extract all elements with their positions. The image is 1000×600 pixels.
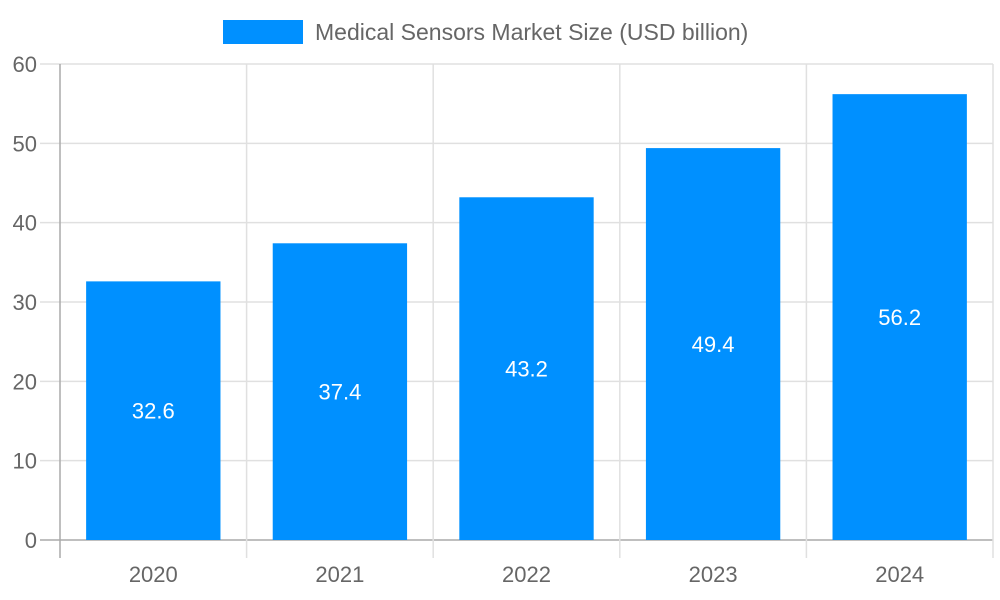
data-label: 49.4 [692, 332, 735, 357]
x-tick-label: 2023 [689, 562, 738, 587]
axes: 0 10 20 30 40 50 60 2020 2021 2022 2023 2024 [13, 52, 925, 587]
y-tick-label: 40 [13, 211, 37, 236]
bar-2021 [272, 243, 408, 540]
data-label: 56.2 [878, 305, 921, 330]
y-tick-label: 10 [13, 449, 37, 474]
legend[interactable]: Medical Sensors Market Size (USD billion… [223, 19, 748, 45]
data-label: 43.2 [505, 357, 548, 382]
data-label: 37.4 [318, 380, 361, 405]
x-tick-label: 2021 [315, 562, 364, 587]
x-tick-label: 2022 [502, 562, 551, 587]
data-label: 32.6 [132, 399, 175, 424]
y-tick-label: 30 [13, 290, 37, 315]
legend-label: Medical Sensors Market Size (USD billion… [315, 19, 748, 45]
bar-2022 [459, 197, 594, 540]
legend-swatch [223, 20, 303, 44]
bar-2024 [832, 94, 967, 540]
y-tick-label: 60 [13, 52, 37, 77]
y-tick-label: 20 [13, 369, 37, 394]
x-tick-label: 2024 [875, 562, 924, 587]
bar-2020 [86, 281, 221, 540]
x-tick-label: 2020 [129, 562, 178, 587]
bars: 32.6 37.4 43.2 49.4 56.2 [86, 94, 967, 541]
y-tick-label: 0 [25, 528, 37, 553]
y-tick-label: 50 [13, 131, 37, 156]
bar-2023 [645, 148, 781, 541]
